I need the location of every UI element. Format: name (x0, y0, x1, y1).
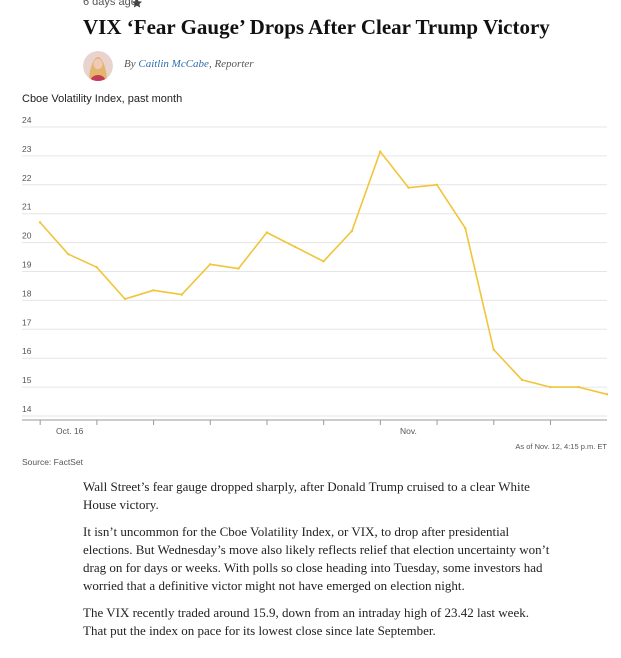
article-age: 6 days ago (83, 0, 137, 8)
x-tick-label: Oct. 16 (56, 426, 84, 436)
data-point (294, 246, 296, 248)
data-point (521, 379, 523, 381)
y-tick-label: 14 (22, 404, 32, 414)
byline-prefix: By (124, 58, 138, 70)
data-point (407, 186, 409, 188)
data-point (464, 227, 466, 229)
chart-title: Cboe Volatility Index, past month (22, 93, 182, 105)
data-point (322, 260, 324, 262)
data-point (209, 263, 211, 265)
y-tick-label: 17 (22, 317, 32, 327)
data-point (96, 266, 98, 268)
headline[interactable]: VIX ‘Fear Gauge’ Drops After Clear Trump… (83, 15, 550, 40)
paragraph: It isn’t uncommon for the Cboe Volatilit… (83, 523, 553, 595)
y-tick-label: 22 (22, 173, 32, 183)
y-tick-label: 24 (22, 115, 32, 125)
data-point (124, 298, 126, 300)
byline: By Caitlin McCabe, Reporter (124, 58, 254, 70)
data-point (237, 267, 239, 269)
author-link[interactable]: Caitlin McCabe (138, 58, 209, 70)
y-tick-label: 16 (22, 346, 32, 356)
vix-chart: 24 23 22 21 20 19 18 17 16 15 14 Oct. 16 Nov. As of N… (0, 110, 621, 455)
y-tick-label: 20 (22, 231, 32, 241)
y-tick-label: 15 (22, 375, 32, 385)
x-tick-label: Nov. (400, 426, 417, 436)
article-body: Wall Street’s fear gauge dropped sharply… (83, 478, 553, 649)
y-tick-label: 18 (22, 288, 32, 298)
author-avatar[interactable] (83, 51, 113, 81)
as-of-note: As of Nov. 12, 4:15 p.m. ET (515, 442, 607, 451)
paragraph: Wall Street’s fear gauge dropped sharply… (83, 478, 553, 514)
star-icon[interactable] (131, 0, 143, 9)
data-point (379, 150, 381, 152)
data-point (181, 293, 183, 295)
paragraph: The VIX recently traded around 15.9, dow… (83, 604, 553, 640)
author-role: , Reporter (209, 58, 254, 70)
data-point (39, 221, 41, 223)
data-point (152, 289, 154, 291)
data-point (492, 348, 494, 350)
y-tick-label: 23 (22, 144, 32, 154)
data-point (266, 231, 268, 233)
data-point (351, 230, 353, 232)
data-point (549, 386, 551, 388)
chart-source: Source: FactSet (22, 457, 83, 467)
data-point (67, 253, 69, 255)
data-point (606, 393, 608, 395)
data-point (436, 184, 438, 186)
data-point (577, 386, 579, 388)
y-tick-label: 19 (22, 260, 32, 270)
y-tick-label: 21 (22, 202, 32, 212)
